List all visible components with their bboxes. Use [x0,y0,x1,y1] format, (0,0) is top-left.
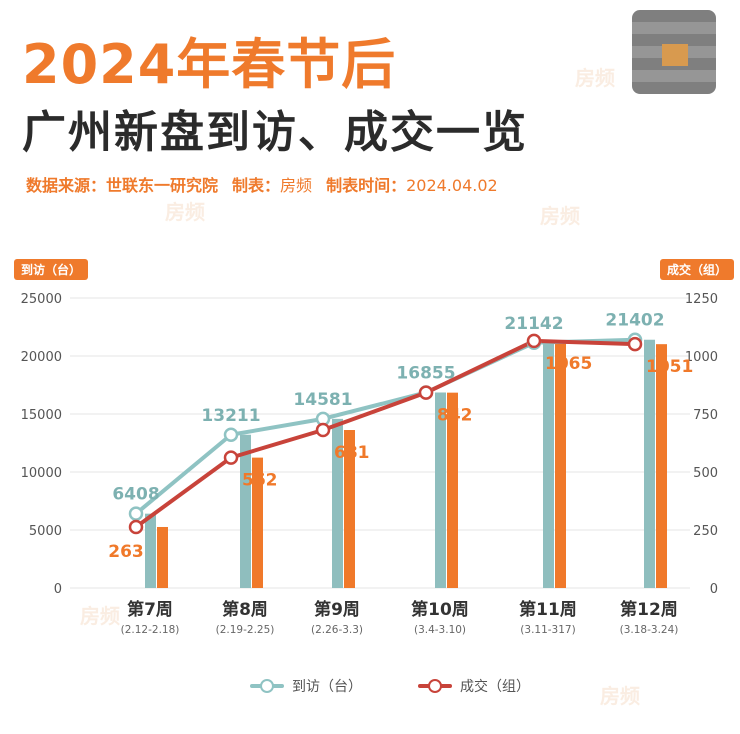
watermark: 房频 [575,66,615,90]
deals-bar [656,344,667,588]
time-label: 制表时间： [326,176,407,195]
deals-point [627,336,643,352]
deals-bar [157,526,168,588]
blurred-avatar [632,10,716,94]
sub-title: 广州新盘到访、成交一览 [22,107,528,158]
right-tick-label: 250 [693,524,718,539]
x-category-label: 第11周 [519,599,577,620]
watermark: 房频 [540,204,580,228]
deals-data-label: 1051 [646,357,693,377]
deals-point [315,422,331,438]
left-tick-label: 10000 [21,466,62,481]
legend-visits-label: 到访（台） [292,679,362,695]
visits-point [128,506,144,521]
visits-bar [543,342,554,588]
x-category-sublabel: (2.19-2.25) [216,624,275,636]
x-category-sublabel: (3.4-3.10) [414,624,466,636]
source-value: 世联东一研究院 [106,176,219,195]
x-category-sublabel: (3.11-317) [520,624,575,636]
deals-point [128,519,144,535]
time-value: 2024.04.02 [406,176,498,195]
visits-data-label: 16855 [396,363,455,383]
x-category-label: 第12周 [620,599,678,620]
visits-data-label: 13211 [201,406,260,426]
left-tick-label: 0 [54,582,62,597]
deals-data-label: 263 [108,542,144,562]
deals-point [418,385,434,400]
main-title: 2024年春节后 [22,33,397,96]
visits-data-label: 21402 [605,311,664,331]
x-category-label: 第7周 [127,599,173,620]
left-tick-label: 15000 [21,408,62,423]
legend-deals-label: 成交（组） [460,679,530,695]
x-category-label: 第8周 [222,599,268,620]
left-tick-label: 25000 [21,292,62,307]
deals-point [526,333,542,349]
visits-data-label: 21142 [504,314,563,334]
left-axis-unit: 到访（台） [14,259,89,280]
right-tick-label: 1000 [685,350,718,365]
legend-deals-swatch [418,679,452,693]
right-tick-label: 1250 [685,292,718,307]
source-line: 数据来源：世联东一研究院 制表：房频 制表时间：2024.04.02 [26,172,498,196]
deals-bar [344,430,355,588]
deals-bar [555,340,566,588]
left-tick-label: 20000 [21,350,62,365]
legend-visits: 到访（台） [250,676,362,696]
legend-deals: 成交（组） [418,676,530,696]
visits-data-label: 6408 [112,485,159,505]
left-tick-label: 5000 [29,524,62,539]
right-tick-label: 750 [693,408,718,423]
visits-bar [435,392,446,588]
source-label: 数据来源： [26,176,107,195]
deals-point [223,450,239,465]
legend-visits-swatch [250,679,284,693]
watermark: 房频 [165,200,205,224]
visits-bar [644,339,655,588]
right-axis-unit: 成交（组） [660,259,735,280]
deals-data-label: 562 [242,471,278,491]
deals-bar [447,392,458,588]
deals-data-label: 681 [334,443,370,463]
visits-bar [240,434,251,588]
visits-point [223,427,239,443]
right-tick-label: 0 [710,582,718,597]
visits-data-label: 14581 [293,390,352,410]
x-category-label: 第9周 [314,599,360,620]
deals-data-label: 1065 [545,354,592,374]
right-tick-label: 500 [693,466,718,481]
x-category-sublabel: (2.12-2.18) [121,624,180,636]
deals-line [134,338,637,529]
visits-bar [332,418,343,588]
x-category-sublabel: (2.26-3.3) [311,624,363,636]
x-category-sublabel: (3.18-3.24) [620,624,679,636]
watermark: 房频 [600,684,640,708]
x-category-label: 第10周 [411,599,469,620]
deals-bar [252,457,263,588]
visits-bar [145,513,156,588]
maker-label: 制表： [232,176,281,195]
watermark: 房频 [80,604,120,628]
deals-data-label: 842 [437,406,473,426]
maker-value: 房频 [280,176,313,195]
